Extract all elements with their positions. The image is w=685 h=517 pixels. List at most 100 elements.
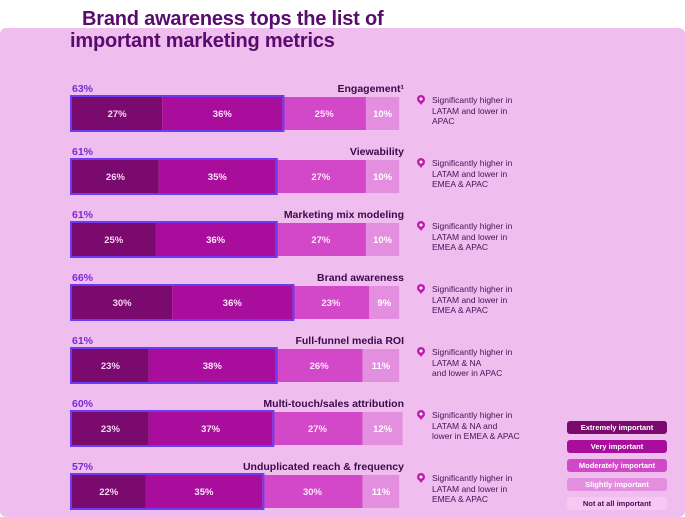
total-label: 66% — [72, 272, 94, 284]
note-line: LATAM & NA and — [432, 420, 498, 431]
segment-label: 25% — [315, 109, 335, 120]
location-pin-icon — [417, 221, 425, 231]
bar-segment-extremely — [72, 349, 149, 382]
bar-segment-slightly — [362, 349, 400, 382]
bar-segment-not_at_all — [399, 349, 406, 382]
bar-segment-extremely — [72, 97, 163, 130]
category-label: Marketing mix modeling — [284, 209, 404, 221]
bar-segment-slightly — [369, 286, 400, 319]
note-line: Significantly higher in — [432, 473, 513, 483]
bar-segment-slightly — [362, 475, 400, 508]
regional-note: Significantly higher in LATAM and lower i… — [416, 95, 541, 127]
bar-segment-extremely — [72, 160, 159, 193]
chart-legend: Extremely important Very important Moderat… — [567, 421, 667, 516]
segment-label: 9% — [377, 298, 391, 309]
title-line-2: important marketing metrics — [70, 30, 335, 52]
category-label: Multi-touch/sales attribution — [263, 398, 404, 410]
regional-note: Significantly higher in LATAM & NA and low… — [416, 347, 541, 379]
location-pin-icon — [417, 95, 425, 105]
segment-label: 38% — [203, 361, 223, 372]
note-line: Significantly higher in — [432, 347, 513, 357]
note-line: LATAM and lower in — [432, 483, 508, 494]
bar-segment-not_at_all — [399, 160, 406, 193]
bar-segment-moderately — [275, 223, 366, 256]
top-two-outline — [70, 158, 278, 195]
category-label: Viewability — [350, 146, 404, 158]
total-label: 61% — [72, 335, 94, 347]
bar-segment-moderately — [275, 349, 363, 382]
top-two-outline — [70, 473, 265, 510]
top-two-outline — [70, 284, 295, 321]
segment-label: 10% — [373, 172, 393, 183]
note-line: EMEA & APAC — [432, 179, 489, 189]
legend-item-slightly: Slightly important — [567, 478, 667, 491]
bar-segment-very — [155, 223, 276, 256]
segment-label: 37% — [201, 424, 221, 435]
regional-note: Significantly higher in LATAM & NA and low… — [416, 410, 541, 442]
segment-label: 36% — [223, 298, 243, 309]
segment-label: 26% — [310, 361, 330, 372]
bar-segment-not_at_all — [399, 97, 406, 130]
bar-segment-very — [148, 412, 273, 445]
segment-label: 30% — [113, 298, 133, 309]
note-line: LATAM and lower in — [432, 294, 508, 305]
note-line: EMEA & APAC — [432, 494, 489, 504]
note-line: lower in EMEA & APAC — [432, 431, 520, 441]
top-two-outline — [70, 95, 285, 132]
chart-title: Brand awareness tops the list of importa… — [70, 8, 384, 52]
note-line: LATAM & NA — [432, 357, 482, 368]
total-label: 60% — [72, 398, 94, 410]
bar-segment-extremely — [72, 475, 146, 508]
segment-label: 27% — [311, 235, 331, 246]
segment-label: 23% — [101, 361, 121, 372]
total-label: 61% — [72, 146, 94, 158]
bar-segment-moderately — [292, 286, 370, 319]
location-pin-icon — [417, 158, 425, 168]
category-label: Brand awareness — [317, 272, 404, 284]
segment-label: 27% — [311, 172, 331, 183]
bar-segment-extremely — [72, 286, 173, 319]
regional-note: Significantly higher in LATAM and lower i… — [416, 473, 541, 505]
bar-segment-very — [158, 160, 276, 193]
segment-label: 12% — [373, 424, 393, 435]
segment-label: 11% — [372, 487, 391, 498]
legend-item-very: Very important — [567, 440, 667, 453]
location-pin-icon — [417, 473, 425, 483]
title-line-1: Brand awareness tops the list of — [82, 8, 384, 30]
regional-note: Significantly higher in LATAM and lower i… — [416, 284, 541, 316]
regional-note: Significantly higher in LATAM and lower i… — [416, 158, 541, 190]
bar-segment-slightly — [365, 97, 400, 130]
bar-segment-not_at_all — [399, 286, 406, 319]
segment-label: 30% — [303, 487, 323, 498]
bar-segment-very — [172, 286, 293, 319]
note-line: and lower in APAC — [432, 368, 503, 378]
bar-segment-not_at_all — [399, 223, 406, 256]
segment-label: 10% — [373, 109, 393, 120]
bar-segment-moderately — [262, 475, 363, 508]
bar-segment-very — [145, 475, 263, 508]
location-pin-icon — [417, 347, 425, 357]
bar-segment-moderately — [282, 97, 366, 130]
regional-note: Significantly higher in LATAM and lower i… — [416, 221, 541, 253]
note-line: LATAM and lower in — [432, 168, 508, 179]
note-line: Significantly higher in — [432, 221, 513, 231]
segment-label: 11% — [372, 361, 391, 372]
total-label: 57% — [72, 461, 94, 473]
total-label: 63% — [72, 83, 94, 95]
note-line: Significantly higher in — [432, 284, 513, 294]
location-pin-icon — [417, 410, 425, 420]
segment-label: 35% — [208, 172, 228, 183]
note-line: Significantly higher in — [432, 410, 513, 420]
bar-segment-extremely — [72, 223, 156, 256]
legend-item-not_at_all: Not at all important — [567, 497, 667, 510]
segment-label: 22% — [99, 487, 119, 498]
bar-segment-very — [162, 97, 283, 130]
bar-segment-moderately — [272, 412, 363, 445]
segment-label: 10% — [373, 235, 393, 246]
bar-segment-not_at_all — [399, 475, 406, 508]
segment-label: 35% — [194, 487, 214, 498]
segment-label: 27% — [108, 109, 128, 120]
note-line: Significantly higher in — [432, 95, 513, 105]
category-label: Engagement¹ — [337, 83, 404, 95]
